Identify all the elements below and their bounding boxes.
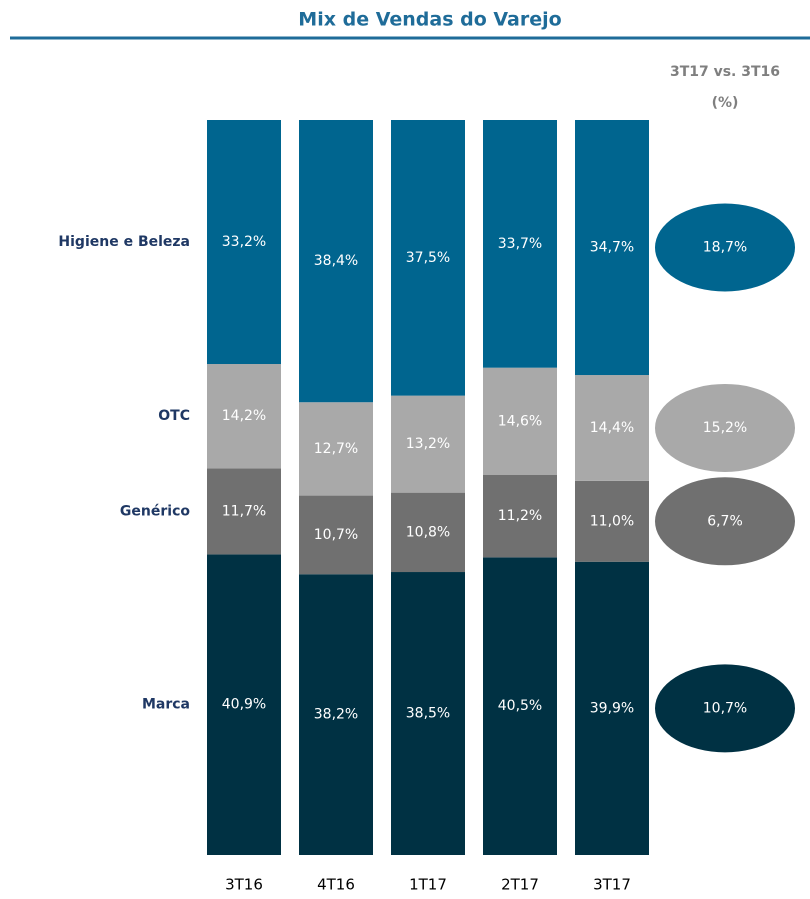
bar-segment (299, 495, 373, 575)
bar-segment (391, 492, 465, 573)
bar-segment (299, 120, 373, 403)
value-label: 11,7% (222, 503, 266, 519)
value-label: 10,7% (314, 527, 358, 543)
growth-unit: (%) (712, 95, 739, 111)
value-label: 40,5% (498, 698, 542, 714)
value-label: 14,4% (590, 420, 634, 436)
value-label: 37,5% (406, 250, 450, 266)
value-label: 12,7% (314, 441, 358, 457)
bar-segment (483, 367, 557, 476)
series-label: Genérico (120, 503, 190, 519)
x-tick-label: 1T17 (409, 876, 447, 894)
series-label: Higiene e Beleza (58, 234, 190, 250)
bar-segment (299, 574, 373, 855)
chart-title: Mix de Vendas do Varejo (298, 9, 561, 31)
bar-segment (207, 120, 281, 365)
growth-ellipse (655, 203, 795, 292)
value-label: 38,4% (314, 253, 358, 269)
bar-segment (391, 572, 465, 855)
value-label: 40,9% (222, 697, 266, 713)
bar-segment (483, 475, 557, 558)
value-label: 11,0% (590, 513, 634, 529)
growth-label: 6,7% (707, 513, 743, 529)
series-label: OTC (158, 408, 190, 424)
growth-ellipse (655, 477, 795, 566)
bar-segment (483, 120, 557, 368)
value-label: 39,9% (590, 700, 634, 716)
bar-segment (207, 554, 281, 855)
bar-segment (575, 561, 649, 855)
value-label: 33,7% (498, 236, 542, 252)
bar-segment (483, 557, 557, 855)
bar-segment (207, 364, 281, 469)
value-label: 10,8% (406, 524, 450, 540)
value-label: 38,5% (406, 706, 450, 722)
growth-label: 10,7% (703, 700, 747, 716)
growth-title: 3T17 vs. 3T16 (670, 64, 780, 80)
value-label: 38,2% (314, 707, 358, 723)
bar-segment (391, 120, 465, 396)
value-label: 14,2% (222, 408, 266, 424)
x-tick-label: 3T16 (225, 876, 263, 894)
value-label: 11,2% (498, 508, 542, 524)
bar-segment (575, 480, 649, 562)
value-label: 14,6% (498, 413, 542, 429)
x-tick-label: 4T16 (317, 876, 355, 894)
bar-segment (575, 375, 649, 481)
bar-segment (575, 120, 649, 376)
value-label: 33,2% (222, 234, 266, 250)
growth-label: 15,2% (703, 420, 747, 436)
growth-label: 18,7% (703, 240, 747, 256)
x-tick-label: 3T17 (593, 876, 631, 894)
series-label: Marca (142, 697, 190, 713)
value-label: 13,2% (406, 436, 450, 452)
growth-ellipse (655, 664, 795, 753)
bar-segment (207, 468, 281, 555)
value-label: 34,7% (590, 240, 634, 256)
x-tick-label: 2T17 (501, 876, 539, 894)
bar-segment (299, 402, 373, 496)
bar-segment (391, 395, 465, 493)
growth-ellipse (655, 383, 795, 472)
